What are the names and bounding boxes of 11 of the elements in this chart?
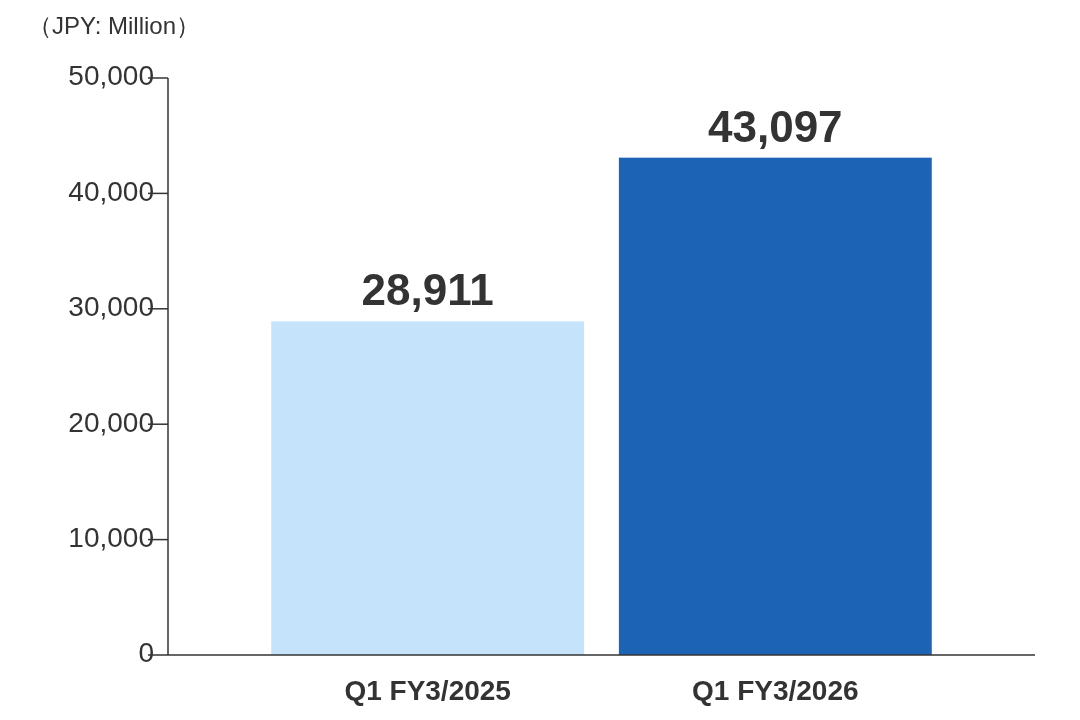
y-tick-label: 0 — [138, 637, 154, 669]
y-tick-label: 50,000 — [68, 60, 154, 92]
y-tick-label: 10,000 — [68, 521, 154, 553]
y-tick-label: 20,000 — [68, 406, 154, 438]
data-label: 43,097 — [708, 101, 843, 151]
x-tick-label: Q1 FY3/2026 — [692, 675, 859, 706]
y-tick-label: 40,000 — [68, 175, 154, 207]
y-axis-title: （JPY: Million） — [28, 12, 201, 39]
x-tick-label: Q1 FY3/2025 — [344, 675, 511, 706]
data-label: 28,911 — [361, 265, 494, 315]
y-tick-label: 30,000 — [68, 291, 154, 323]
